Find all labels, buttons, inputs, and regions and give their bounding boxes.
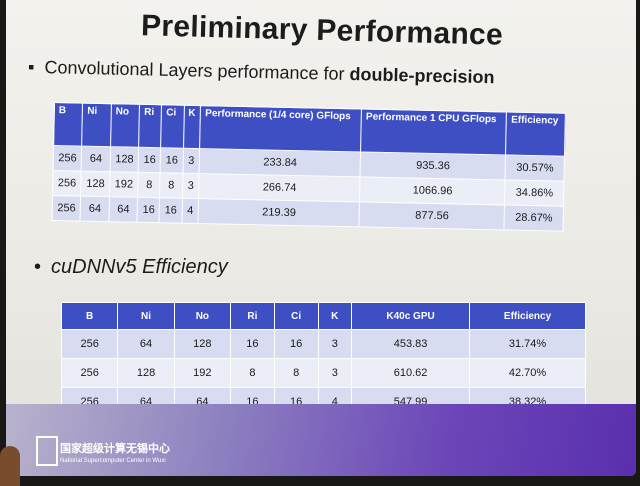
bullet-dot-icon: • bbox=[34, 256, 42, 278]
bullet-cudnn: • cuDNNv5 Efficiency bbox=[34, 256, 228, 279]
bullet-dot-icon: ▪ bbox=[27, 56, 35, 77]
column-header: Performance (1/4 core) GFlops bbox=[199, 105, 362, 152]
table-cell: 128 bbox=[173, 329, 232, 359]
table-cell: 16 bbox=[137, 197, 160, 223]
table-cell: 16 bbox=[138, 147, 162, 173]
column-header: B bbox=[53, 102, 83, 147]
column-header: K40c GPU bbox=[350, 302, 471, 330]
column-header: Ni bbox=[82, 103, 112, 147]
table-cell: 610.62 bbox=[350, 358, 471, 388]
table-cell: 1066.96 bbox=[359, 176, 506, 205]
table-cell: 192 bbox=[109, 171, 139, 198]
table-cell: 877.56 bbox=[359, 201, 505, 230]
logo-english-text: National Supercomputer Center in Wuxi bbox=[60, 458, 166, 464]
gpu-efficiency-table: B Ni No Ri Ci K K40c GPU Efficiency 256 64 128 16 1… bbox=[60, 302, 586, 417]
table-cell: 30.57% bbox=[505, 154, 565, 182]
table-cell: 266.74 bbox=[198, 173, 361, 202]
table-cell: 256 bbox=[52, 170, 82, 197]
table-cell: 16 bbox=[159, 197, 183, 224]
table-cell: 128 bbox=[109, 146, 139, 173]
slide: Preliminary Performance ▪ Convolutional L… bbox=[6, 0, 636, 476]
bullet-convolutional: ▪ Convolutional Layers performance for do… bbox=[28, 57, 495, 89]
bullet-bold-text: double-precision bbox=[349, 64, 495, 88]
table-cell: 233.84 bbox=[199, 148, 361, 177]
column-header: Ri bbox=[230, 302, 275, 330]
table-cell: 8 bbox=[230, 358, 275, 388]
column-header: Ri bbox=[138, 104, 162, 148]
table-header-row: B Ni No Ri Ci K K40c GPU Efficiency bbox=[60, 302, 586, 330]
cpu-performance-table: B Ni No Ri Ci K Performance (1/4 core) GFlops P… bbox=[52, 102, 566, 232]
table-cell: 3 bbox=[182, 148, 200, 174]
table-cell: 64 bbox=[80, 196, 110, 222]
table-cell: 8 bbox=[273, 358, 319, 388]
table-cell: 256 bbox=[60, 329, 119, 359]
table-row: 256 128 192 8 8 3 610.62 42.70% bbox=[60, 358, 586, 388]
table-cell: 4 bbox=[181, 198, 199, 224]
column-header: Performance 1 CPU GFlops bbox=[360, 108, 507, 155]
column-header: Ci bbox=[273, 302, 319, 330]
column-header: Efficiency bbox=[505, 111, 566, 157]
logo-chinese-text: 国家超级计算无锡中心 bbox=[60, 443, 170, 455]
table-cell: 31.74% bbox=[469, 329, 586, 359]
table-row: 256 64 128 16 16 3 453.83 31.74% bbox=[60, 329, 586, 359]
column-header: B bbox=[60, 302, 119, 330]
bullet-text: cuDNNv5 Efficiency bbox=[51, 256, 228, 278]
table-cell: 256 bbox=[60, 358, 119, 388]
table-cell: 128 bbox=[80, 171, 110, 197]
table-cell: 935.36 bbox=[360, 151, 506, 180]
table-cell: 8 bbox=[137, 172, 161, 198]
column-header: Ci bbox=[161, 104, 185, 149]
column-header: Ni bbox=[117, 302, 175, 330]
table-cell: 3 bbox=[317, 358, 352, 388]
table-cell: 3 bbox=[182, 173, 200, 199]
table-cell: 256 bbox=[52, 195, 81, 222]
column-header: K bbox=[317, 302, 352, 330]
slide-title: Preliminary Performance bbox=[140, 9, 504, 52]
audience-person bbox=[0, 446, 20, 486]
table-cell: 42.70% bbox=[469, 358, 586, 388]
table-cell: 64 bbox=[108, 196, 138, 223]
table-cell: 219.39 bbox=[198, 198, 360, 227]
table-cell: 256 bbox=[53, 145, 83, 172]
table-cell: 16 bbox=[160, 147, 184, 174]
table-cell: 16 bbox=[273, 329, 319, 359]
table-cell: 3 bbox=[317, 329, 352, 359]
column-header: No bbox=[173, 302, 232, 330]
table-cell: 28.67% bbox=[504, 204, 564, 232]
center-logo: 国家超级计算无锡中心 National Supercomputer Center… bbox=[36, 436, 170, 466]
table-cell: 64 bbox=[81, 146, 111, 172]
slide-footer-band bbox=[6, 404, 636, 476]
table-cell: 192 bbox=[173, 358, 232, 388]
table-cell: 34.86% bbox=[504, 179, 564, 207]
table-cell: 8 bbox=[159, 172, 183, 199]
table-cell: 128 bbox=[117, 358, 175, 388]
bullet-text: Convolutional Layers performance for bbox=[44, 57, 350, 85]
column-header: No bbox=[110, 103, 140, 148]
table-cell: 16 bbox=[230, 329, 275, 359]
column-header: K bbox=[183, 105, 201, 149]
column-header: Efficiency bbox=[469, 302, 586, 330]
table-cell: 64 bbox=[117, 329, 175, 359]
table-cell: 453.83 bbox=[350, 329, 471, 359]
logo-mark-icon bbox=[36, 436, 58, 466]
